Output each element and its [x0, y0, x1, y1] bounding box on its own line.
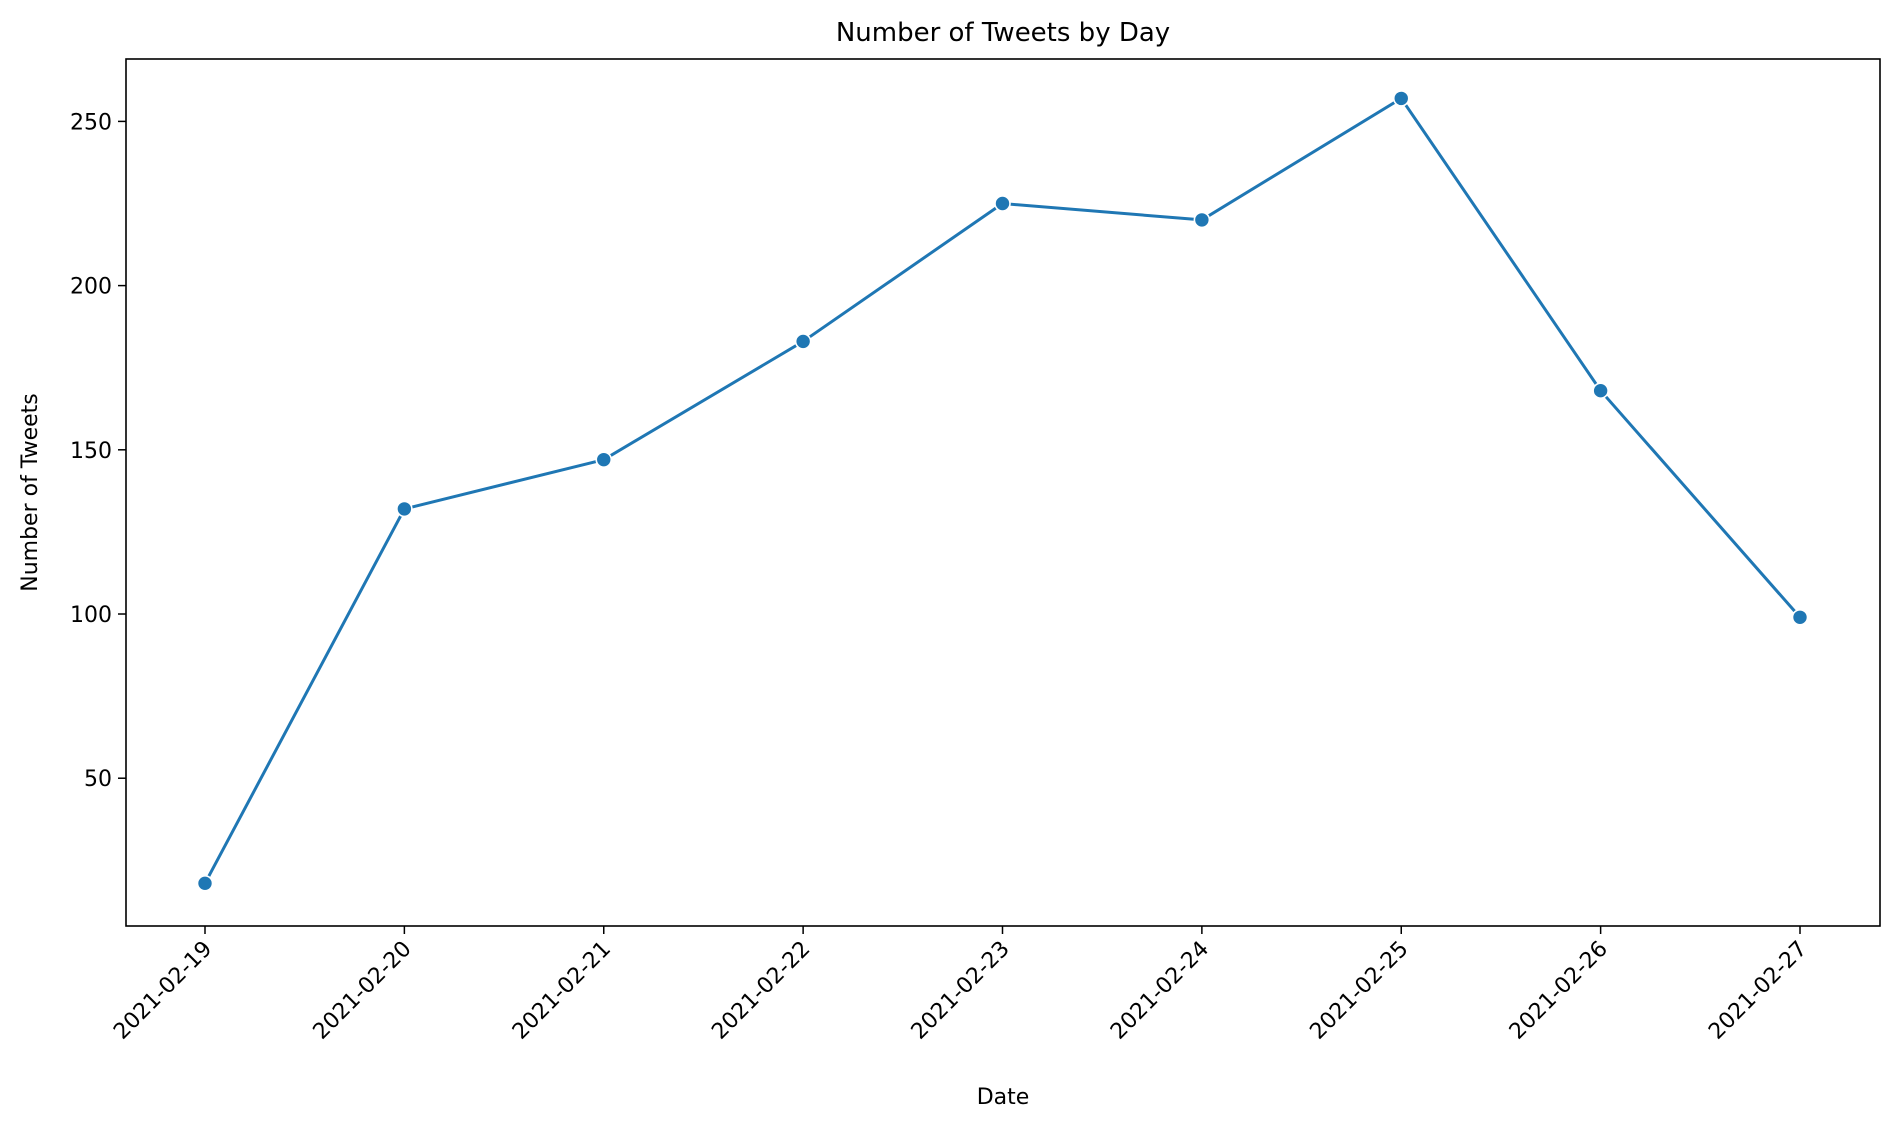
axes-ticks: 50 100 150 200 250 2021-02-19 2021-02-20 2021-0… [70, 110, 1812, 1044]
plot-frame [125, 58, 1881, 927]
x-tick-label: 2021-02-27 [1704, 937, 1812, 1045]
x-tick-label: 2021-02-19 [109, 937, 217, 1045]
x-tick-label: 2021-02-25 [1305, 937, 1413, 1045]
x-tick-label: 2021-02-20 [309, 937, 417, 1045]
x-tick-label: 2021-02-26 [1505, 937, 1613, 1045]
data-point [994, 195, 1011, 212]
data-point [196, 875, 214, 892]
data-point [595, 451, 613, 468]
data-point [1392, 90, 1410, 107]
x-tick-label: 2021-02-23 [907, 937, 1015, 1045]
data-point [1791, 608, 1809, 626]
series-line [203, 96, 1802, 885]
data-point [1592, 382, 1609, 399]
x-axis-title: Date [977, 1085, 1030, 1110]
y-axis-title: Number of Tweets [18, 393, 43, 592]
plot-data [196, 90, 1809, 892]
x-tick-label: 2021-02-22 [707, 937, 815, 1045]
y-tick-label: 200 [70, 275, 112, 300]
y-tick-label: 150 [70, 439, 112, 464]
data-point [396, 500, 413, 518]
data-point [794, 333, 812, 350]
data-point [1193, 211, 1211, 229]
y-tick-label: 50 [84, 767, 112, 792]
chart-title: Number of Tweets by Day [836, 18, 1170, 48]
y-tick-label: 100 [70, 603, 112, 628]
x-tick-label: 2021-02-24 [1106, 937, 1214, 1045]
x-tick-label: 2021-02-21 [508, 937, 616, 1045]
y-tick-label: 250 [70, 110, 112, 135]
